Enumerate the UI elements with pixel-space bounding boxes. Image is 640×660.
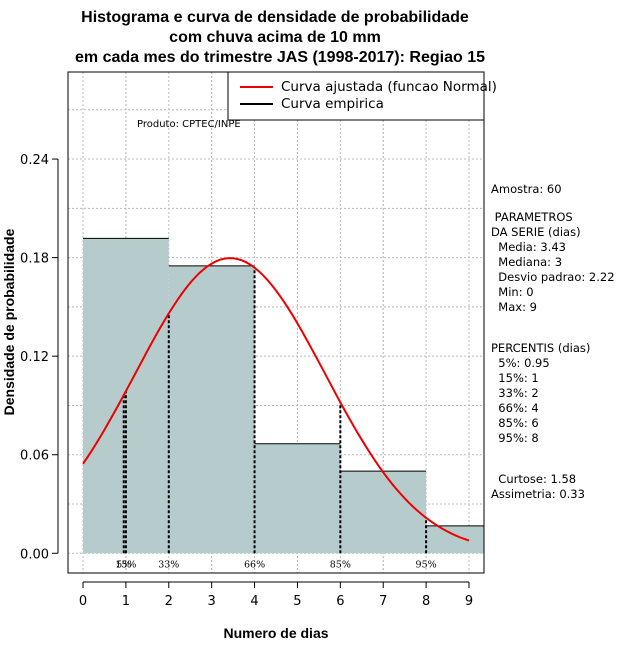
stats-percentile-line: 5%: 0.95 (491, 356, 550, 370)
stats-shape-line: Curtose: 1.58 (491, 472, 576, 486)
histogram-bar (168, 265, 255, 554)
histogram-bar (254, 443, 341, 554)
stats-percentiles: PERCENTIS (dias) 5%: 0.95 15%: 1 33%: 2 … (491, 341, 616, 445)
x-tick-label: 3 (208, 594, 216, 609)
stats-percentile-line: 33%: 2 (491, 386, 539, 400)
x-tick-label: 2 (165, 594, 173, 609)
y-axis-title: Densidade de probabilidade (1, 228, 17, 415)
x-tick-label: 8 (422, 594, 430, 609)
curve-layer (82, 257, 470, 542)
histogram-bars (83, 237, 484, 554)
histogram-bar (340, 471, 427, 554)
percentile-label: 5% (116, 559, 131, 570)
stats-percentile-line: 66%: 4 (491, 401, 539, 415)
x-tick-label: 5 (293, 594, 301, 609)
stats-sample: Amostra: 60 (491, 182, 562, 196)
stats-params-line: Media: 3.43 (491, 240, 566, 254)
y-tick-label: 0.06 (20, 449, 49, 464)
x-tick-label: 6 (336, 594, 344, 609)
histogram-bar (426, 525, 484, 554)
stats-params-line: Desvio padrao: 2.22 (491, 270, 615, 284)
x-tick-label: 7 (379, 594, 387, 609)
stats-params-line: Min: 0 (491, 285, 534, 299)
x-tick-label: 4 (250, 594, 258, 609)
y-tick-label: 0.24 (20, 153, 49, 168)
x-axis-title: Numero de dias (223, 625, 328, 641)
percentile-lines (122, 267, 428, 554)
legend: Curva ajustada (funcao Normal) Curva emp… (227, 71, 497, 121)
percentile-label: 66% (244, 559, 265, 570)
product-credit: Produto: CPTEC/INPE (137, 119, 241, 130)
x-tick-label: 9 (465, 594, 473, 609)
stats-params: PARAMETROS DA SERIE (dias) Media: 3.43 M… (491, 210, 640, 314)
legend-label-empirical: Curva empirica (281, 96, 384, 112)
title-line-3: em cada mes do trimestre JAS (1998-2017)… (75, 49, 485, 66)
percentile-label: 15% (115, 559, 136, 570)
chart-title: Histograma e curva de densidade de proba… (75, 9, 485, 66)
legend-box (227, 71, 485, 121)
stats-percentile-line: 95%: 8 (491, 431, 539, 445)
stats-params-line: PARAMETROS (491, 210, 573, 224)
title-line-1: Histograma e curva de densidade de proba… (81, 9, 469, 26)
stats-panel: Amostra: 60 PARAMETROS DA SERIE (dias) M… (491, 182, 640, 501)
x-axis: 0 1 2 3 4 5 6 7 8 9 (79, 581, 473, 609)
stats-percentile-line: 15%: 1 (491, 371, 539, 385)
percentile-label: 95% (416, 559, 437, 570)
x-tick-label: 0 (79, 594, 87, 609)
stats-percentile-line: PERCENTIS (dias) (491, 341, 590, 355)
x-tick-label: 1 (122, 594, 130, 609)
percentile-label: 85% (330, 559, 351, 570)
y-tick-label: 0.18 (20, 252, 49, 267)
stats-percentile-line: 85%: 6 (491, 416, 539, 430)
fitted-normal-curve (82, 257, 470, 542)
y-tick-label: 0.00 (20, 547, 49, 562)
title-line-2: com chuva acima de 10 mm (169, 29, 381, 46)
percentile-labels: 5%15% 33% 66% 85% 95% (115, 559, 436, 570)
stats-shape-line: Assimetria: 0.33 (491, 487, 585, 501)
stats-params-line: Mediana: 3 (491, 255, 562, 269)
y-tick-label: 0.12 (20, 350, 49, 365)
stats-shape: Curtose: 1.58 Assimetria: 0.33 (491, 472, 603, 501)
stats-params-line: DA SERIE (dias) (491, 225, 581, 239)
y-axis: 0.00 0.06 0.12 0.18 0.24 (20, 153, 59, 562)
stats-params-line: Max: 9 (491, 300, 537, 314)
legend-label-fitted: Curva ajustada (funcao Normal) (281, 79, 497, 95)
percentile-label: 33% (158, 559, 179, 570)
